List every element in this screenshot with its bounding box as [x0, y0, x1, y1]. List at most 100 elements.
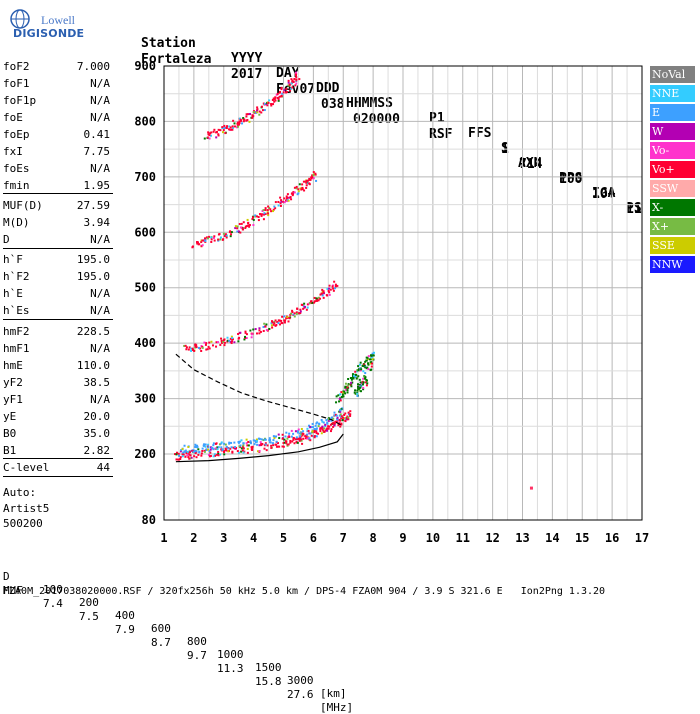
echo-point [224, 443, 227, 446]
echo-point [335, 401, 338, 404]
echo-point [297, 428, 300, 431]
echo-point [304, 180, 307, 183]
echo-point [314, 435, 317, 438]
echo-point [339, 413, 342, 416]
echo-point [335, 414, 338, 417]
echo-point [301, 432, 304, 435]
echo-point [354, 370, 357, 373]
echo-point [242, 447, 245, 450]
echo-point [199, 347, 202, 350]
echo-point [295, 187, 298, 190]
param-row: foF1 N/A [3, 77, 110, 90]
echo-point [364, 376, 367, 379]
echo-point [358, 378, 361, 381]
echo-point [297, 437, 300, 440]
echo-point [226, 336, 229, 339]
echo-point [180, 449, 183, 452]
echo-point [215, 442, 218, 445]
echo-point [213, 235, 216, 238]
echo-point [336, 284, 339, 287]
legend-item-nnw: NNW [650, 256, 695, 273]
echo-point [201, 244, 204, 247]
echo-point [236, 227, 239, 230]
echo-point [248, 224, 251, 227]
echo-point [312, 174, 315, 177]
echo-point [224, 447, 227, 450]
globe-icon [10, 9, 30, 29]
echo-point [268, 206, 271, 209]
echo-point [194, 452, 197, 455]
echo-point [308, 438, 311, 441]
echo-point [230, 340, 233, 343]
echo-point [334, 287, 337, 290]
echo-point [220, 441, 223, 444]
echo-point [313, 300, 316, 303]
divider [3, 248, 113, 249]
echo-point [279, 90, 282, 93]
param-row: hmF2 228.5 [3, 325, 110, 338]
echo-point [224, 233, 227, 236]
echo-point [279, 204, 282, 207]
echo-point [217, 341, 220, 344]
echo-point [299, 311, 302, 314]
echo-point [322, 421, 325, 424]
echo-point [302, 437, 305, 440]
echo-point [290, 429, 293, 432]
echo-point [275, 443, 278, 446]
param-row: h`F2 195.0 [3, 270, 110, 283]
echo-point [280, 94, 283, 97]
echo-point [194, 346, 197, 349]
echo-point [270, 102, 273, 105]
echo-point [245, 113, 248, 116]
echo-point [315, 297, 318, 300]
echo-point [285, 199, 288, 202]
echo-point [264, 438, 267, 441]
echo-point [219, 129, 222, 132]
echo-point [310, 431, 313, 434]
param-row: B0 35.0 [3, 427, 110, 440]
echo-point [268, 439, 271, 442]
x-tick-label: 10 [426, 531, 440, 545]
echo-point [317, 422, 320, 425]
echo-point [283, 321, 286, 324]
echo-point [233, 447, 236, 450]
x-tick-label: 7 [340, 531, 347, 545]
echo-point [237, 332, 240, 335]
echo-point [263, 102, 266, 105]
echo-point [260, 111, 263, 114]
echo-point [333, 422, 336, 425]
x-tick-label: 6 [310, 531, 317, 545]
echo-point [277, 204, 280, 207]
echo-point [370, 356, 373, 359]
echo-point [194, 345, 197, 348]
echo-point [285, 431, 288, 434]
echo-point [324, 423, 327, 426]
echo-point [287, 443, 290, 446]
echo-point [175, 458, 178, 461]
echo-point [204, 443, 207, 446]
echo-point [278, 445, 281, 448]
echo-point [229, 447, 232, 450]
echo-point [246, 118, 249, 121]
echo-point [194, 449, 197, 452]
param-row: yF1 N/A [3, 393, 110, 406]
echo-point [293, 312, 296, 315]
autoscaling-software: Artist5 [3, 502, 50, 515]
echo-point [259, 441, 262, 444]
echo-point [344, 392, 347, 395]
echo-point [271, 320, 274, 323]
echo-point [301, 434, 304, 437]
header-value: 100 [559, 172, 583, 187]
echo-point [217, 134, 220, 137]
echo-point [209, 454, 212, 457]
x-tick-label: 8 [370, 531, 377, 545]
header-label: AXN [518, 156, 542, 171]
echo-point [254, 214, 257, 217]
echo-point [280, 200, 283, 203]
echo-point [306, 303, 309, 306]
echo-point [315, 422, 318, 425]
x-tick-label: 4 [250, 531, 257, 545]
echo-point [313, 296, 316, 299]
echo-point [262, 329, 265, 332]
echo-point [338, 418, 341, 421]
